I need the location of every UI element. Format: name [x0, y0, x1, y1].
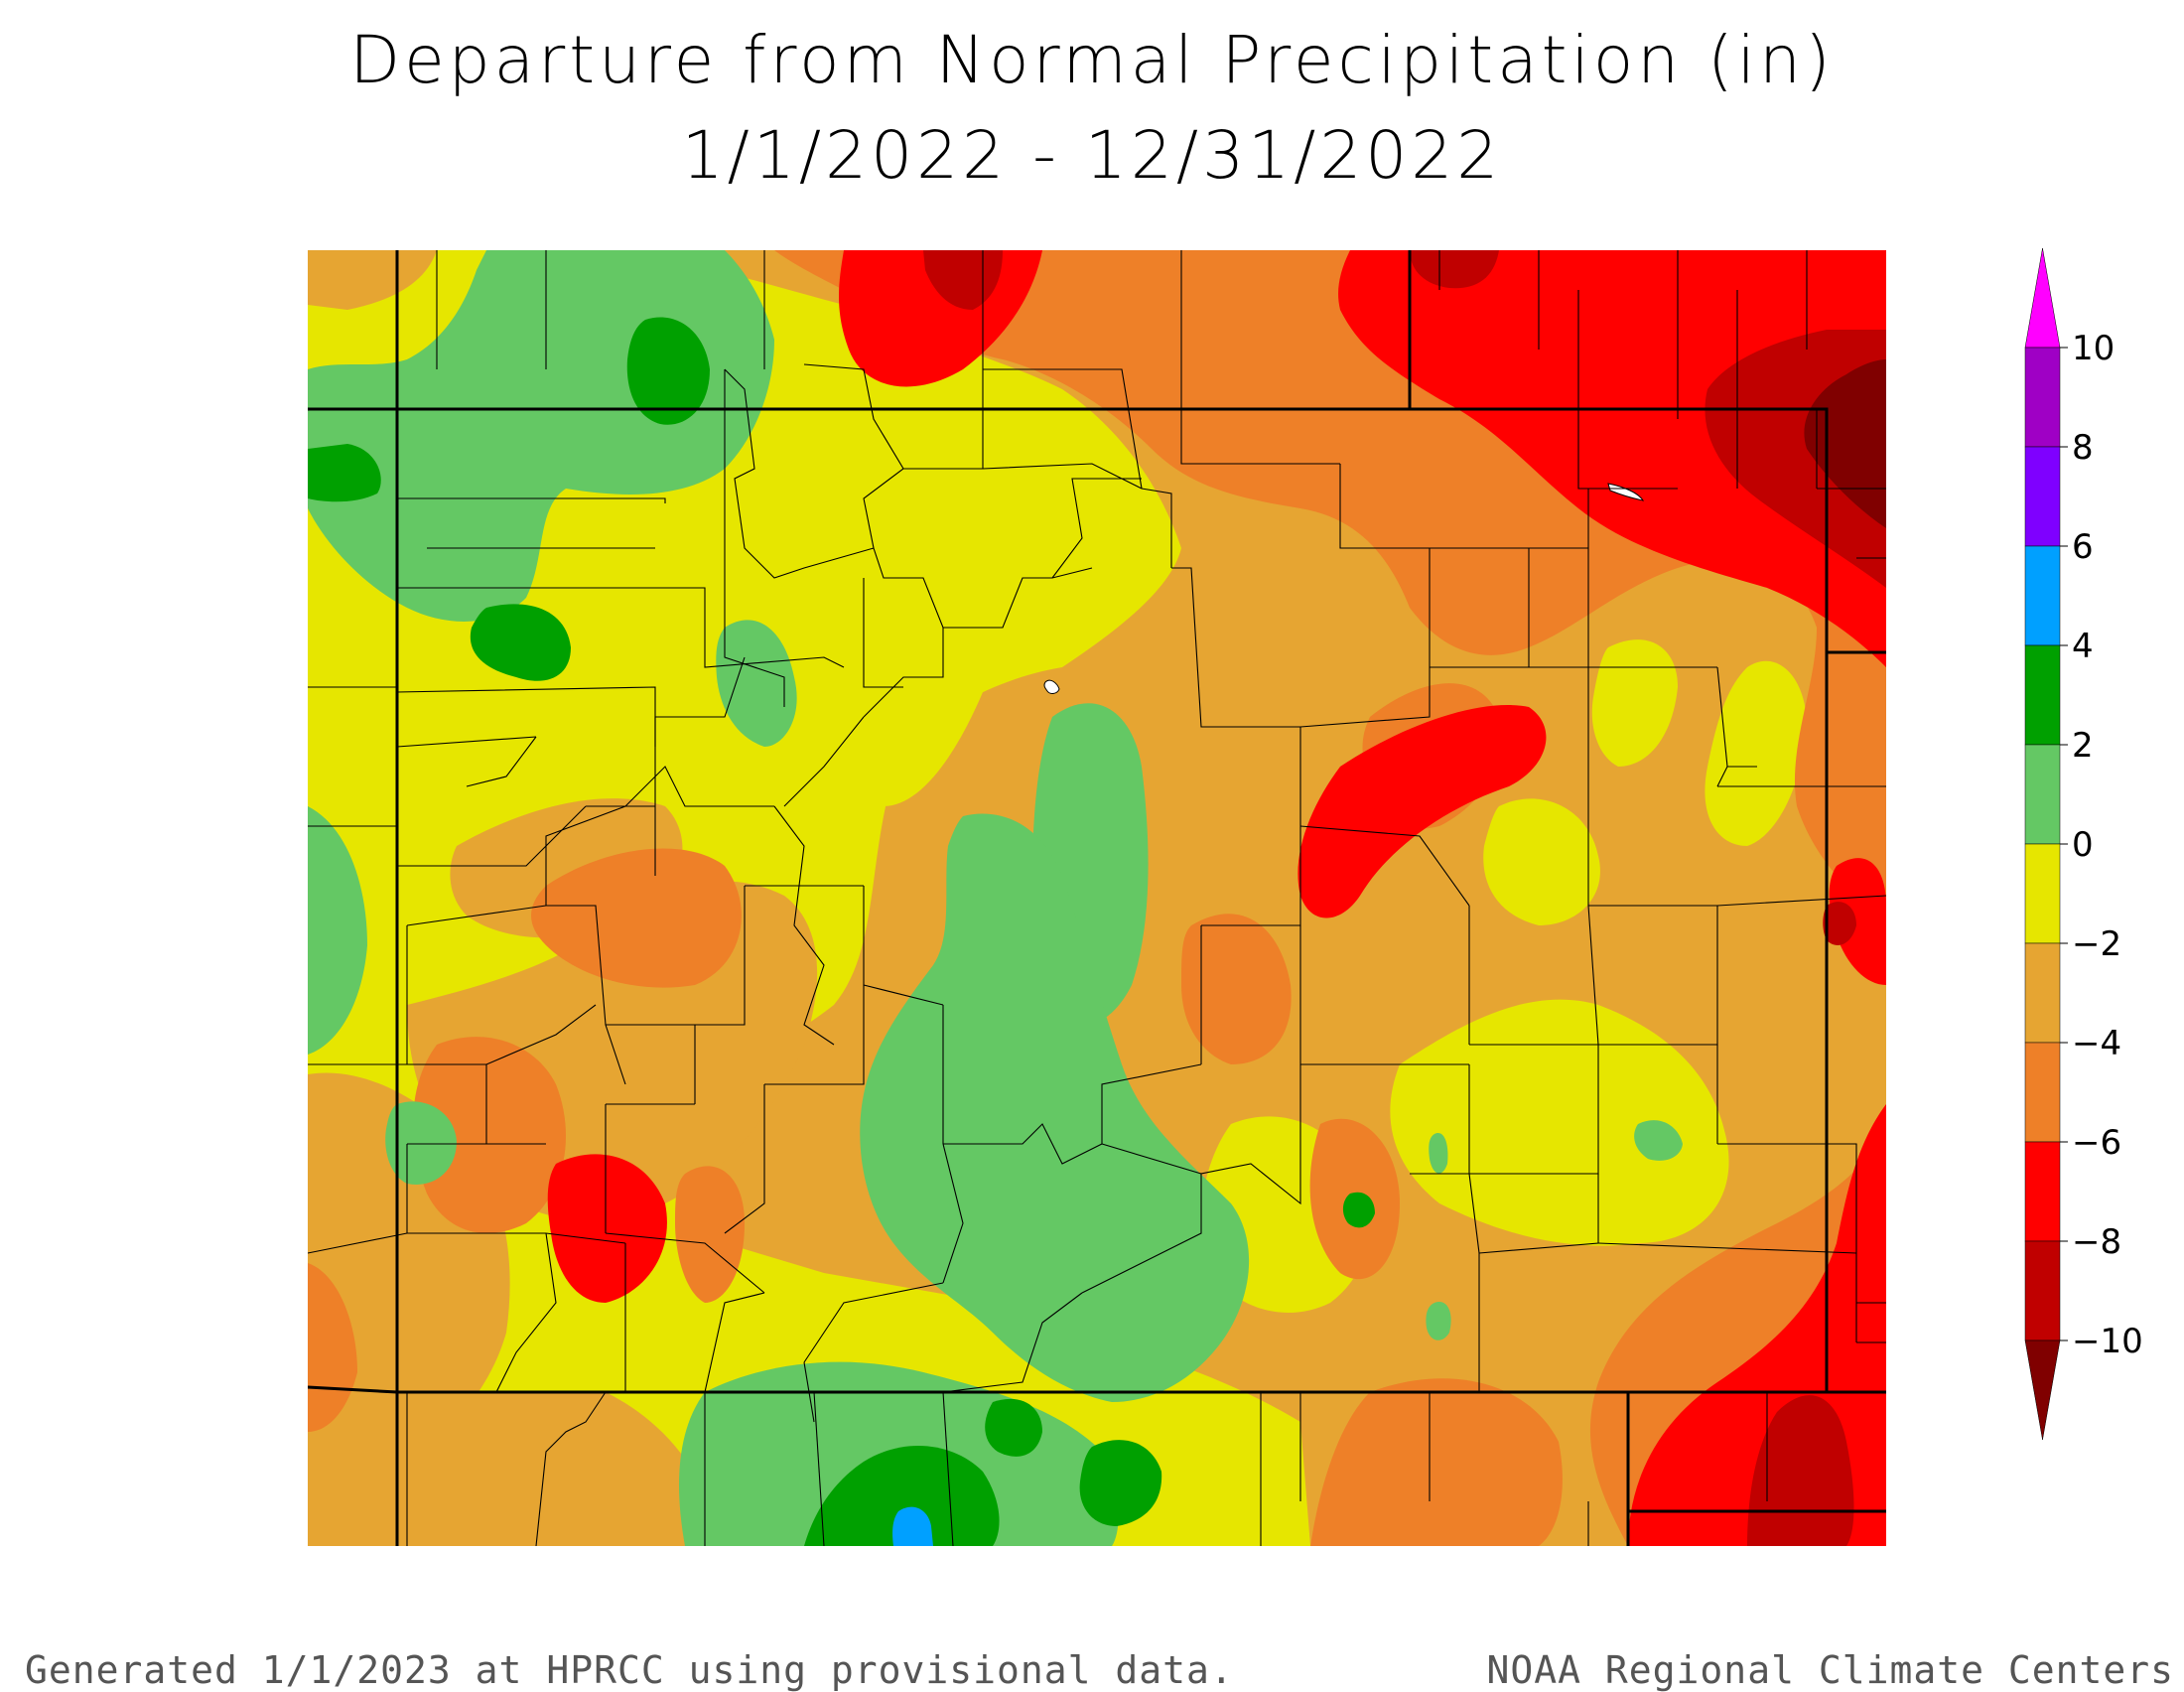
legend-tick-label: 2	[2072, 726, 2094, 766]
legend-tick-label: −2	[2072, 924, 2121, 964]
legend-tick-label: −6	[2072, 1123, 2121, 1163]
legend-tick-label: −8	[2072, 1222, 2121, 1262]
county-boundaries	[308, 250, 1886, 1546]
contour-4-to-6	[892, 1506, 933, 1546]
legend-tick-label: 0	[2072, 825, 2094, 865]
legend-tick-label: 6	[2072, 527, 2094, 567]
contour-minus4-to-minus6	[308, 250, 1886, 1546]
reservoir-marker	[1043, 679, 1060, 694]
generated-note: Generated 1/1/2023 at HPRCC using provis…	[25, 1648, 1234, 1692]
map-title: Departure from Normal Precipitation (in)	[349, 22, 1835, 98]
state-boundaries	[308, 250, 1886, 1546]
source-credit: NOAA Regional Climate Centers	[1486, 1648, 2174, 1692]
legend-tick-label: −10	[2072, 1322, 2143, 1361]
contour-0-to-minus2-pockets	[1483, 639, 1678, 925]
legend-tick-label: 10	[2072, 329, 2115, 368]
legend-tick-label: 8	[2072, 428, 2094, 468]
legend-swatch-top	[2024, 247, 2061, 349]
map-date-range: 1/1/2022 - 12/31/2022	[681, 117, 1503, 194]
precipitation-departure-map	[308, 250, 1886, 1546]
legend-swatch	[2024, 545, 2061, 646]
legend-swatch	[2024, 1042, 2061, 1143]
legend-swatch	[2024, 644, 2061, 746]
contour-below-minus10	[1804, 359, 1886, 528]
legend-swatch	[2024, 1141, 2061, 1242]
legend-swatch-bottom	[2024, 1340, 2061, 1441]
legend-swatch	[2024, 942, 2061, 1044]
contour-2-to-4	[308, 317, 1375, 1546]
legend-swatch	[2024, 744, 2061, 845]
legend-swatch	[2024, 1240, 2061, 1341]
legend-swatch	[2024, 843, 2061, 944]
color-scale-legend: 10 8 6 4 2 0 −2 −4 −6 −8 −10	[2024, 247, 2143, 1441]
legend-tick-label: 4	[2072, 627, 2094, 666]
reservoir-marker	[1607, 483, 1645, 501]
contour-minus6-to-minus8	[547, 250, 1886, 1546]
legend-swatch	[2024, 347, 2061, 448]
legend-tick-label: −4	[2072, 1024, 2121, 1063]
legend-swatch	[2024, 446, 2061, 547]
